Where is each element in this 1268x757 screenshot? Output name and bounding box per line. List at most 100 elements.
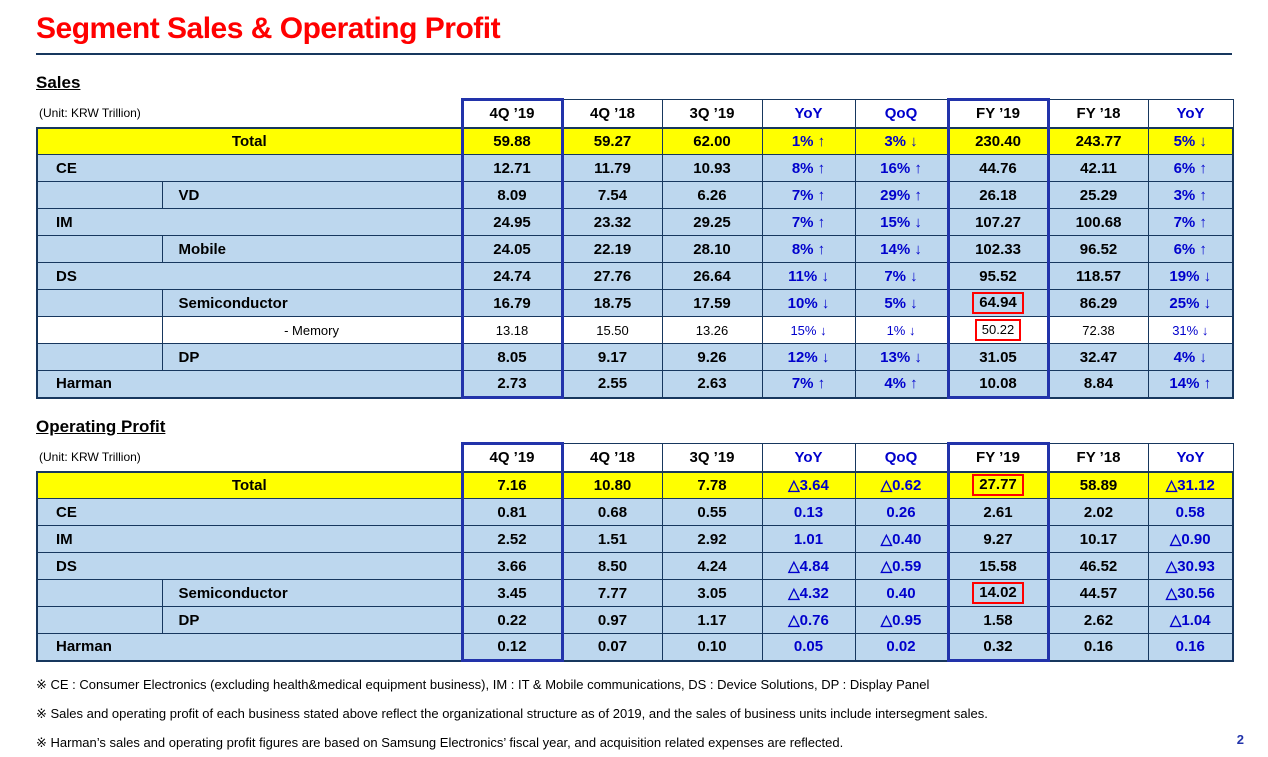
value-cell: △1.04 — [1147, 606, 1235, 634]
value-cell: 31% ↓ — [1147, 316, 1235, 344]
value-cell: 5% ↓ — [854, 289, 949, 317]
value-cell: 14% ↓ — [854, 235, 949, 263]
row-label: IM — [35, 208, 463, 236]
value-cell: 100.68 — [1047, 208, 1149, 236]
value-cell: 0.13 — [761, 498, 856, 526]
value-cell: 9.26 — [661, 343, 763, 371]
table-row: DP 0.22 0.97 1.17 △0.76 △0.95 1.58 2.62 △1.04 — [36, 606, 1235, 634]
value-cell: 7% ↑ — [761, 370, 856, 399]
footnote-org-structure: ※ Sales and operating profit of each bus… — [36, 706, 988, 721]
value-cell: 8% ↑ — [761, 235, 856, 263]
value-cell: 7.78 — [661, 470, 763, 499]
operating-profit-section-heading: Operating Profit — [36, 417, 166, 436]
value-cell: 86.29 — [1047, 289, 1149, 317]
value-cell: 16% ↑ — [854, 154, 949, 182]
row-indent-cell — [36, 235, 163, 263]
column-header: 3Q ’19 — [661, 443, 763, 472]
value-cell: 59.27 — [561, 126, 663, 155]
value-cell: 42.11 — [1047, 154, 1149, 182]
footnote-harman: ※ Harman’s sales and operating profit fi… — [36, 735, 844, 750]
table-row: Total 7.16 10.80 7.78 △3.64 △0.62 27.77 58.89 △3… — [35, 470, 1235, 499]
row-label: DP — [161, 343, 463, 371]
row-label: CE — [35, 154, 463, 182]
table-row: CE 0.81 0.68 0.55 0.13 0.26 2.61 2.02 0.58 — [35, 498, 1235, 526]
value-cell: 118.57 — [1047, 262, 1149, 290]
unit-label: (Unit: KRW Trillion) — [37, 443, 463, 472]
value-cell: 12% ↓ — [761, 343, 856, 371]
value-cell: 3% ↑ — [1147, 181, 1235, 209]
value-cell: 17.59 — [661, 289, 763, 317]
row-label: Semiconductor — [161, 289, 463, 317]
value-cell: 0.12 — [460, 633, 564, 662]
value-cell: 5% ↓ — [1147, 126, 1235, 155]
column-header: FY ’19 — [946, 442, 1050, 472]
value-cell: 2.55 — [561, 370, 663, 399]
row-label: IM — [35, 525, 463, 553]
value-cell: 7% ↑ — [761, 181, 856, 209]
value-cell: 0.05 — [761, 633, 856, 662]
value-cell: 9.17 — [561, 343, 663, 371]
table-row: Total 59.88 59.27 62.00 1% ↑ 3% ↓ 230.40 243.77… — [35, 126, 1235, 155]
table-row: IM 24.95 23.32 29.25 7% ↑ 15% ↓ 107.27 100.68 7%… — [35, 208, 1235, 236]
value-cell: 29.25 — [661, 208, 763, 236]
value-cell: 26.18 — [946, 181, 1050, 209]
table-row: DS 3.66 8.50 4.24 △4.84 △0.59 15.58 46.52 △30.93 — [35, 552, 1235, 580]
value-cell: 10.17 — [1047, 525, 1149, 553]
value-cell: 13% ↓ — [854, 343, 949, 371]
value-cell: 24.95 — [460, 208, 564, 236]
row-label: Mobile — [161, 235, 463, 263]
value-cell: 7.77 — [561, 579, 663, 607]
value-cell: 1.01 — [761, 525, 856, 553]
value-cell: 32.47 — [1047, 343, 1149, 371]
column-header: QoQ — [854, 99, 949, 128]
value-cell: 0.02 — [854, 633, 949, 662]
red-highlight-box: 64.94 — [972, 292, 1024, 314]
table-row: VD 8.09 7.54 6.26 7% ↑ 29% ↑ 26.18 25.29 3% ↑ — [36, 181, 1235, 209]
row-indent-cell — [36, 606, 163, 634]
column-header: YoY — [761, 443, 856, 472]
value-cell: 50.22 — [946, 316, 1050, 344]
table-row: Mobile 24.05 22.19 28.10 8% ↑ 14% ↓ 102.33 96.5… — [36, 235, 1235, 263]
value-cell: 2.02 — [1047, 498, 1149, 526]
value-cell: △0.95 — [854, 606, 949, 634]
value-cell: 2.61 — [946, 498, 1050, 526]
red-highlight-box: 27.77 — [972, 474, 1024, 497]
value-cell: 0.68 — [561, 498, 663, 526]
sales-section-heading: Sales — [36, 73, 81, 92]
unit-label: (Unit: KRW Trillion) — [37, 99, 463, 128]
value-cell: 102.33 — [946, 235, 1050, 263]
value-cell: 27.77 — [946, 470, 1050, 499]
value-cell: 11% ↓ — [761, 262, 856, 290]
value-cell: 8.50 — [561, 552, 663, 580]
value-cell: 58.89 — [1047, 470, 1149, 499]
row-label: Harman — [35, 370, 463, 399]
row-indent-cell — [36, 181, 163, 209]
header-row: (Unit: KRW Trillion) 4Q ’19 4Q ’18 3Q ’19 Yo… — [37, 98, 1234, 128]
value-cell: 3.45 — [460, 579, 564, 607]
value-cell: △0.76 — [761, 606, 856, 634]
table-row: IM 2.52 1.51 2.92 1.01 △0.40 9.27 10.17 △0.90 — [35, 525, 1235, 553]
value-cell: 0.40 — [854, 579, 949, 607]
value-cell: △0.90 — [1147, 525, 1235, 553]
value-cell: 2.62 — [1047, 606, 1149, 634]
value-cell: 10.80 — [561, 470, 663, 499]
column-header: YoY — [1147, 99, 1234, 128]
value-cell: 15.58 — [946, 552, 1050, 580]
value-cell: 1.17 — [661, 606, 763, 634]
value-cell: 12.71 — [460, 154, 564, 182]
value-cell: 26.64 — [661, 262, 763, 290]
column-header: QoQ — [854, 443, 949, 472]
column-header: YoY — [1147, 443, 1234, 472]
value-cell: 28.10 — [661, 235, 763, 263]
value-cell: 72.38 — [1047, 316, 1149, 344]
value-cell: 15% ↓ — [854, 208, 949, 236]
table-row: Harman 0.12 0.07 0.10 0.05 0.02 0.32 0.16 0.16 — [35, 633, 1235, 662]
value-cell: 14% ↑ — [1147, 370, 1235, 399]
sales-table: (Unit: KRW Trillion) 4Q ’19 4Q ’18 3Q ’19 Yo… — [35, 98, 1235, 399]
value-cell: △0.59 — [854, 552, 949, 580]
value-cell: 31.05 — [946, 343, 1050, 371]
value-cell: 6% ↑ — [1147, 235, 1235, 263]
value-cell: 23.32 — [561, 208, 663, 236]
table-row: CE 12.71 11.79 10.93 8% ↑ 16% ↑ 44.76 42.11 6% ↑ — [35, 154, 1235, 182]
row-label: Semiconductor — [161, 579, 463, 607]
